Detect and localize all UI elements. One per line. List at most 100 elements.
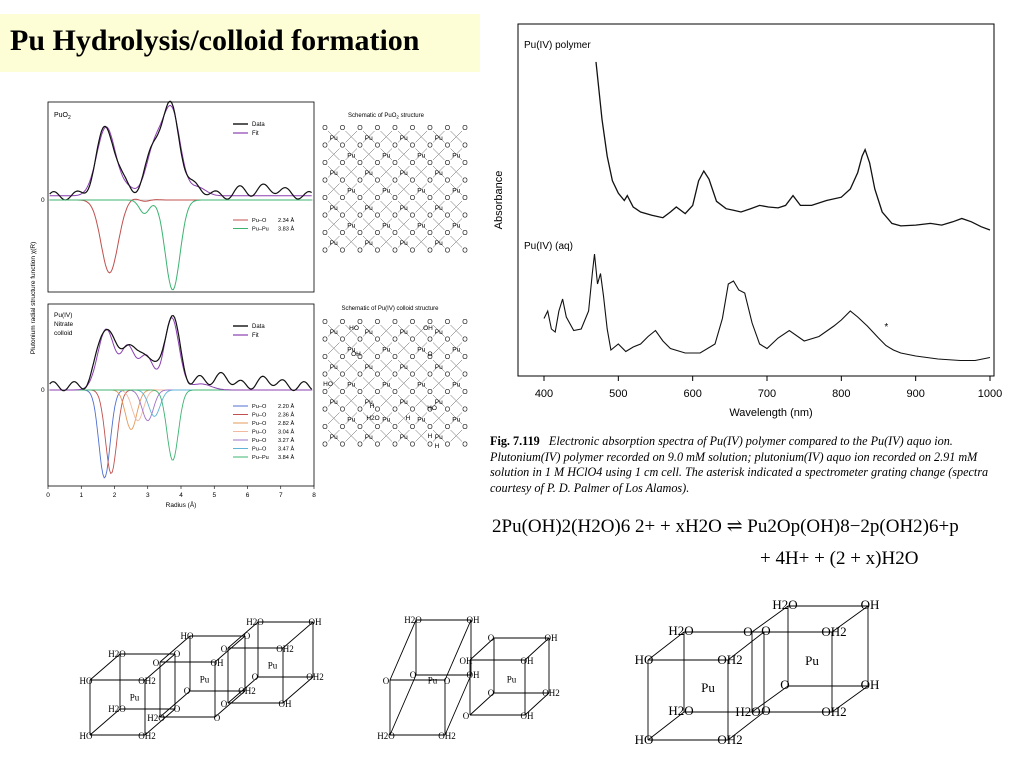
- lattice-bond: [432, 377, 445, 390]
- lattice-bond: [415, 183, 428, 196]
- ligand-label: OH2: [138, 731, 156, 741]
- ligand-label: Pu: [805, 653, 819, 668]
- shell-legend-distance: 3.47 Å: [278, 446, 294, 453]
- ligand-label: OH2: [138, 676, 156, 686]
- ligand-label: Pu: [428, 676, 438, 686]
- ligand-label: OH2: [717, 652, 742, 667]
- ligand-label: O: [488, 633, 495, 643]
- stacked-cluster: O O H2O OH2 H2O OH O OH Pu OH OH O OH O OH O OH2 Pu: [377, 615, 560, 741]
- ligand-label: Pu: [507, 675, 517, 685]
- exafs-bottom-shell-6: [49, 389, 312, 461]
- lattice-bond: [415, 148, 428, 161]
- lattice-hydroxyl: OH: [351, 351, 361, 358]
- shell-legend-distance: 3.84 Å: [278, 454, 294, 461]
- lattice-oxygen: O: [462, 195, 468, 202]
- absorbance-figure: Absorbance Wavelength (nm) Pu(IV) polyme…: [488, 20, 1008, 424]
- shell-legend-distance: 3.83 Å: [278, 226, 294, 233]
- ligand-label: OH2: [306, 672, 324, 682]
- lattice-oxygen: O: [392, 319, 398, 326]
- schematic-top-title: Schematic of PuO2 structure: [348, 113, 425, 120]
- lattice-bond: [432, 412, 445, 425]
- lattice-oxygen: O: [462, 354, 468, 361]
- lattice-oxygen: O: [410, 125, 416, 132]
- shell-legend-label: Pu–O: [252, 218, 267, 224]
- lattice-bond: [345, 165, 358, 178]
- exafs-bottom-fit-line: [49, 317, 312, 391]
- bond-line: [214, 690, 246, 718]
- lattice-hydroxyl: H: [428, 433, 433, 440]
- lattice-oxygen: O: [357, 389, 363, 396]
- lattice-pu: Pu: [435, 364, 443, 371]
- lattice-pu: Pu: [365, 135, 373, 142]
- lattice-oxygen: O: [375, 372, 381, 379]
- lattice-oxygen: O: [427, 319, 433, 326]
- shell-legend-distance: 2.34 Å: [278, 217, 294, 224]
- ligand-label: OH: [861, 597, 880, 612]
- lattice-oxygen: O: [340, 407, 346, 414]
- lattice-oxygen: O: [427, 125, 433, 132]
- schematic-bottom-title: Schematic of Pu(IV) colloid structure: [341, 306, 439, 312]
- lattice-pu: Pu: [382, 381, 390, 388]
- lattice-pu: Pu: [347, 187, 355, 194]
- lattice-bond: [450, 394, 463, 407]
- lattice-hydroxyl: OH: [423, 325, 433, 332]
- shell-legend-label: Pu–O: [252, 447, 267, 453]
- lattice-bond: [362, 235, 375, 248]
- lattice-bond: [327, 218, 340, 231]
- lattice-oxygen: O: [322, 337, 328, 344]
- lattice-oxygen: O: [462, 319, 468, 326]
- lattice-pu: Pu: [400, 240, 408, 247]
- ligand-label: OH: [521, 711, 534, 721]
- ligand-label: OH2: [821, 624, 846, 639]
- lattice-hydroxyl: H: [370, 403, 375, 410]
- lattice-oxygen: O: [357, 424, 363, 431]
- shell-legend-distance: 2.20 Å: [278, 403, 294, 410]
- bond-line: [524, 637, 550, 661]
- lattice-pu: Pu: [435, 329, 443, 336]
- bond-line: [159, 635, 191, 663]
- bond-line: [282, 621, 314, 649]
- lattice-pu: Pu: [435, 434, 443, 441]
- lattice-oxygen: O: [340, 125, 346, 132]
- lattice-oxygen: O: [340, 213, 346, 220]
- lattice-bond: [397, 377, 410, 390]
- lattice-bond: [450, 324, 463, 337]
- ligand-label: OH: [545, 633, 558, 643]
- bond-line: [727, 711, 765, 741]
- ligand-label: O: [410, 670, 417, 680]
- absorbance-x-tick-label: 700: [758, 388, 776, 400]
- lattice-hydroxyl: O: [427, 351, 432, 358]
- ligand-label: O: [174, 649, 181, 659]
- lattice-oxygen: O: [392, 337, 398, 344]
- lattice-oxygen: O: [392, 178, 398, 185]
- series-label-polymer: Pu(IV) polymer: [524, 40, 591, 51]
- lattice-pu: Pu: [330, 399, 338, 406]
- lattice-oxygen: O: [322, 178, 328, 185]
- absorbance-chart: Absorbance Wavelength (nm) Pu(IV) polyme…: [493, 23, 1002, 419]
- lattice-oxygen: O: [322, 372, 328, 379]
- bond-line: [89, 653, 121, 681]
- lattice-bond: [380, 394, 393, 407]
- lattice-bond: [327, 200, 340, 213]
- lattice-pu: Pu: [365, 329, 373, 336]
- lattice-pu: Pu: [452, 416, 460, 423]
- lattice-pu: Pu: [347, 416, 355, 423]
- lattice-oxygen: O: [340, 230, 346, 237]
- lattice-bond: [450, 359, 463, 372]
- lattice-oxygen: O: [462, 424, 468, 431]
- lattice-oxygen: O: [375, 125, 381, 132]
- lattice-bond: [345, 342, 358, 355]
- lattice-bond: [380, 165, 393, 178]
- grating-change-asterisk: *: [884, 322, 888, 333]
- lattice-pu: Pu: [382, 152, 390, 159]
- lattice-bond: [327, 148, 340, 161]
- slide-title: Pu Hydrolysis/colloid formation: [10, 24, 420, 57]
- lattice-bond: [432, 235, 445, 248]
- lattice-oxygen: O: [340, 424, 346, 431]
- lattice-oxygen: O: [462, 178, 468, 185]
- lattice-oxygen: O: [445, 143, 451, 150]
- lattice-oxygen: O: [410, 337, 416, 344]
- lattice-bond: [327, 429, 340, 442]
- lattice-oxygen: O: [340, 143, 346, 150]
